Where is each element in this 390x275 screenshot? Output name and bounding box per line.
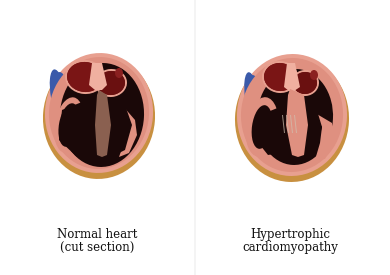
Polygon shape — [59, 100, 97, 157]
Ellipse shape — [58, 103, 80, 147]
Polygon shape — [89, 63, 107, 90]
Ellipse shape — [293, 72, 317, 94]
Text: Hypertrophic: Hypertrophic — [250, 228, 330, 241]
Ellipse shape — [49, 57, 149, 169]
Ellipse shape — [291, 70, 319, 96]
Ellipse shape — [65, 60, 105, 94]
Text: cardiomyopathy: cardiomyopathy — [242, 241, 338, 254]
Ellipse shape — [67, 62, 103, 92]
Polygon shape — [286, 89, 308, 157]
Polygon shape — [290, 115, 293, 133]
Ellipse shape — [262, 61, 298, 93]
Ellipse shape — [244, 72, 260, 122]
Ellipse shape — [50, 69, 68, 125]
Polygon shape — [119, 105, 137, 157]
Ellipse shape — [54, 97, 83, 153]
Ellipse shape — [97, 71, 125, 95]
Polygon shape — [256, 105, 288, 155]
Ellipse shape — [43, 55, 155, 179]
Ellipse shape — [248, 75, 260, 107]
Ellipse shape — [252, 105, 272, 149]
Ellipse shape — [45, 53, 153, 173]
Ellipse shape — [67, 62, 103, 92]
Polygon shape — [286, 115, 289, 133]
Ellipse shape — [241, 58, 343, 172]
Polygon shape — [282, 115, 285, 133]
Polygon shape — [294, 115, 297, 133]
Ellipse shape — [60, 63, 144, 167]
Ellipse shape — [264, 63, 296, 91]
Polygon shape — [107, 97, 132, 155]
Ellipse shape — [257, 69, 333, 165]
Polygon shape — [95, 90, 111, 157]
Ellipse shape — [264, 63, 296, 91]
Ellipse shape — [97, 71, 125, 95]
Ellipse shape — [293, 72, 317, 94]
Ellipse shape — [95, 69, 127, 97]
Polygon shape — [284, 63, 300, 91]
Polygon shape — [310, 110, 334, 160]
Text: Normal heart: Normal heart — [57, 228, 137, 241]
Ellipse shape — [235, 56, 349, 182]
Text: (cut section): (cut section) — [60, 241, 134, 254]
Ellipse shape — [310, 70, 318, 80]
Ellipse shape — [246, 97, 278, 157]
Ellipse shape — [237, 54, 347, 176]
Ellipse shape — [115, 68, 123, 78]
Polygon shape — [302, 97, 322, 153]
Ellipse shape — [54, 72, 68, 108]
